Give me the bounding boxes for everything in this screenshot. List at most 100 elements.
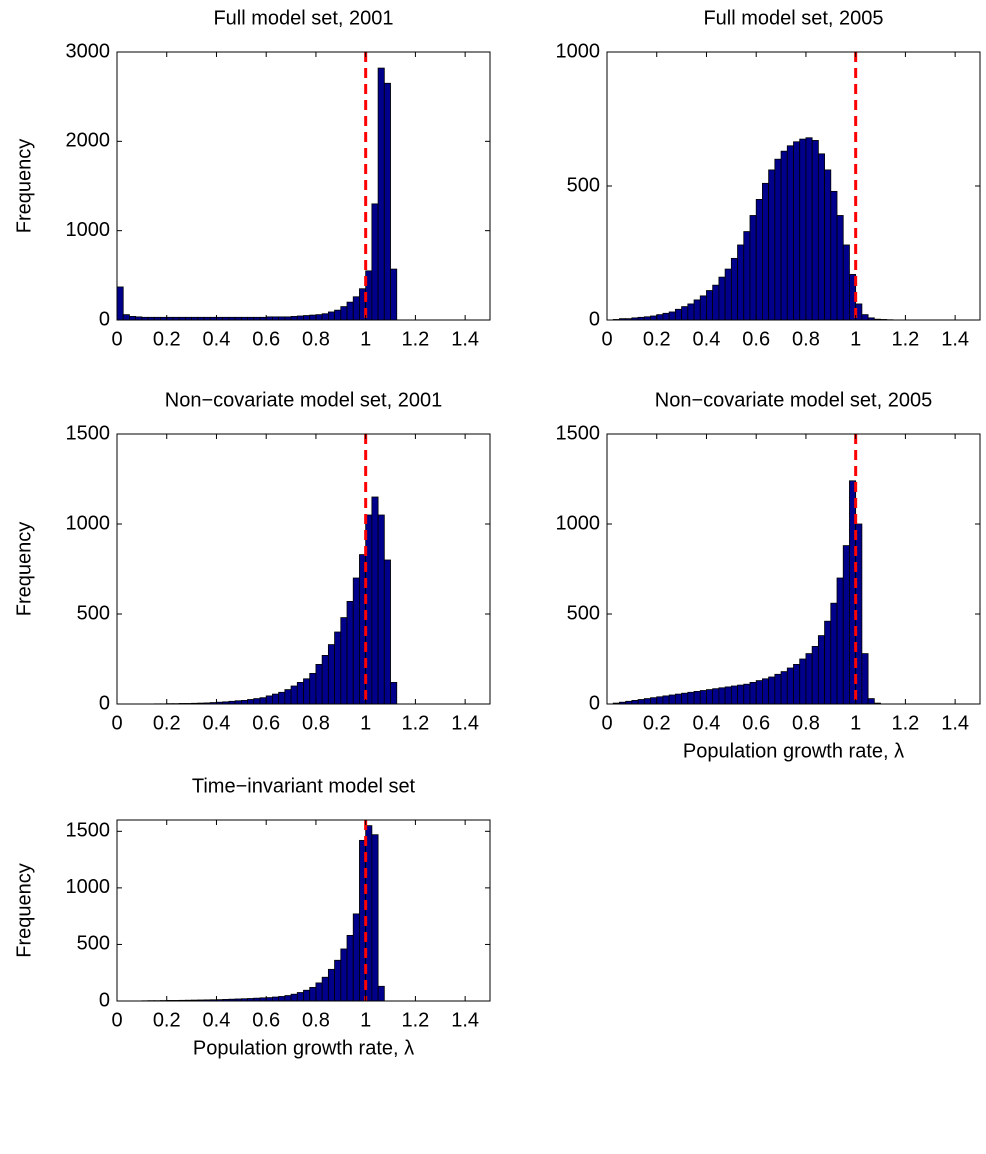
panel: 0 0.2 0.4 0.6 0.8 1 1.2 1.4 0 500 1000 1500 Non−cova… bbox=[13, 389, 491, 734]
histogram-bar bbox=[315, 314, 323, 321]
histogram-bar bbox=[817, 635, 825, 705]
histogram-bar bbox=[842, 244, 850, 321]
histogram-bar bbox=[371, 203, 379, 321]
histogram-bar bbox=[383, 559, 391, 705]
histogram-bar bbox=[390, 268, 398, 321]
histogram-bar bbox=[749, 682, 757, 705]
histogram-bar bbox=[650, 315, 658, 321]
histogram-bar bbox=[755, 680, 763, 705]
chart-title: Non−covariate model set, 2005 bbox=[655, 389, 932, 411]
histogram-bar bbox=[793, 664, 801, 705]
histogram-bar bbox=[352, 913, 360, 1002]
histogram-bar bbox=[824, 620, 832, 705]
histogram-bar bbox=[687, 691, 695, 705]
histogram-bar bbox=[309, 314, 317, 321]
x-tick-label: 0.4 bbox=[203, 1009, 231, 1031]
histogram-bar bbox=[786, 667, 794, 705]
x-tick-label: 1.4 bbox=[451, 1009, 479, 1031]
y-tick-label: 1500 bbox=[556, 422, 601, 444]
histogram-bar bbox=[371, 496, 379, 705]
y-axis-label: Frequency bbox=[13, 139, 35, 234]
histogram-bar bbox=[811, 646, 819, 705]
axes-frame bbox=[116, 433, 491, 705]
histogram-bar bbox=[799, 138, 807, 321]
histogram-bar bbox=[377, 514, 385, 705]
histogram-bar bbox=[296, 992, 304, 1002]
x-tick-label: 0.6 bbox=[742, 328, 770, 350]
histogram-bar bbox=[743, 683, 751, 705]
histogram-bar bbox=[674, 693, 683, 705]
histogram-bar bbox=[836, 215, 844, 321]
y-axis-label: Frequency bbox=[13, 522, 35, 617]
plot-area bbox=[117, 52, 490, 320]
histogram-bar bbox=[768, 169, 776, 321]
y-tick-label: 500 bbox=[77, 602, 110, 624]
x-tick-label: 1 bbox=[360, 328, 371, 350]
histogram-bar bbox=[706, 290, 714, 321]
histogram-bar bbox=[861, 314, 869, 321]
histogram-bar bbox=[830, 602, 838, 705]
histogram-bar bbox=[762, 182, 770, 321]
chart-title: Full model set, 2001 bbox=[213, 7, 393, 29]
y-tick-label: 1000 bbox=[66, 219, 111, 241]
histogram-bar bbox=[774, 673, 782, 705]
histogram-bar bbox=[247, 699, 255, 705]
histogram-bar bbox=[340, 306, 348, 321]
x-tick-label: 1 bbox=[850, 328, 861, 350]
x-tick-label: 0.4 bbox=[203, 712, 231, 734]
histogram-bar bbox=[122, 314, 130, 321]
histogram-bar bbox=[116, 286, 124, 321]
axes-frame bbox=[116, 819, 491, 1002]
histogram-bar bbox=[730, 685, 738, 705]
histogram-bar bbox=[668, 311, 676, 321]
histogram-bar bbox=[718, 687, 726, 705]
histogram-bar bbox=[836, 577, 844, 705]
histogram-bar bbox=[272, 693, 280, 705]
histogram-bar bbox=[284, 689, 292, 705]
histogram-bar bbox=[793, 141, 801, 321]
histogram-bar bbox=[668, 694, 676, 705]
x-tick-label: 0.8 bbox=[792, 328, 820, 350]
histogram-bar bbox=[737, 244, 745, 321]
histogram-bar bbox=[737, 684, 745, 705]
y-tick-label: 3000 bbox=[66, 40, 111, 62]
y-tick-label: 500 bbox=[77, 933, 110, 955]
x-tick-label: 1.2 bbox=[401, 712, 429, 734]
y-tick-label: 500 bbox=[567, 174, 600, 196]
y-tick-label: 1000 bbox=[66, 876, 111, 898]
y-tick-label: 1500 bbox=[66, 820, 111, 842]
histogram-bar bbox=[724, 268, 732, 321]
histogram-bar bbox=[346, 934, 354, 1002]
histogram-bar bbox=[365, 825, 373, 1002]
histogram-bar bbox=[681, 692, 689, 705]
histogram-bar bbox=[662, 695, 670, 705]
histogram-bar bbox=[762, 678, 770, 705]
histogram-bar bbox=[315, 664, 323, 705]
histogram-bar bbox=[334, 959, 342, 1002]
x-tick-label: 0.4 bbox=[693, 712, 721, 734]
x-axis-label: Population growth rate, λ bbox=[193, 1037, 414, 1059]
histogram-bar bbox=[265, 695, 273, 705]
histogram-bar bbox=[805, 653, 813, 705]
histogram-bar bbox=[259, 697, 267, 705]
histogram-bar bbox=[309, 673, 317, 705]
histogram-bar bbox=[768, 676, 776, 705]
x-tick-label: 1.2 bbox=[891, 712, 919, 734]
y-tick-label: 0 bbox=[589, 308, 600, 330]
histogram-bar bbox=[303, 315, 311, 321]
histogram-bar bbox=[303, 678, 311, 705]
histogram-bar bbox=[662, 312, 670, 321]
y-tick-label: 0 bbox=[99, 308, 110, 330]
chart-title: Non−covariate model set, 2001 bbox=[165, 389, 442, 411]
x-tick-label: 1 bbox=[360, 712, 371, 734]
panel: 0 0.2 0.4 0.6 0.8 1 1.2 1.4 0 1000 2000 3000 Full mo… bbox=[13, 7, 491, 350]
x-tick-label: 0.4 bbox=[203, 328, 231, 350]
x-tick-label: 0 bbox=[111, 1009, 122, 1031]
histogram-bar bbox=[315, 982, 323, 1002]
histogram-bar bbox=[340, 948, 348, 1002]
histogram-bar bbox=[321, 655, 329, 705]
x-tick-label: 0.2 bbox=[153, 328, 181, 350]
histogram-bar bbox=[334, 631, 342, 705]
histogram-bar bbox=[706, 689, 714, 705]
